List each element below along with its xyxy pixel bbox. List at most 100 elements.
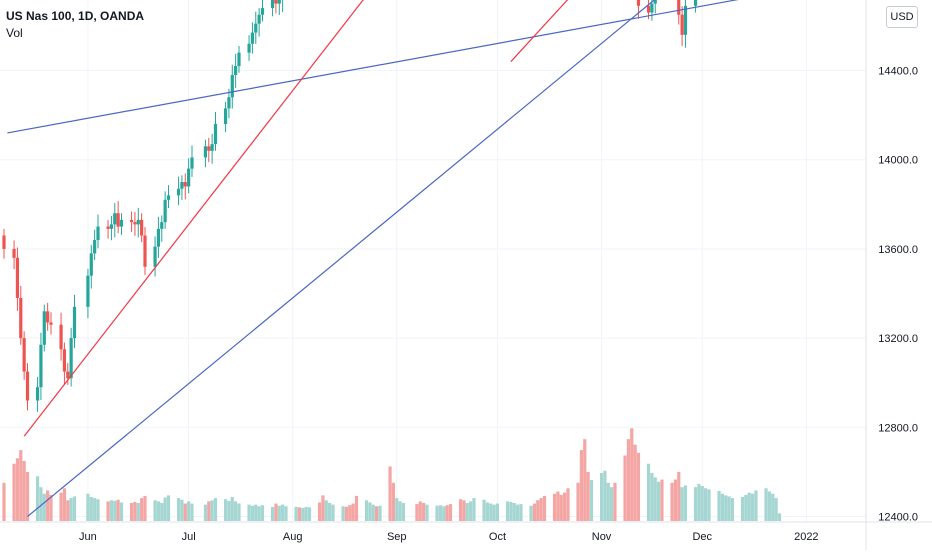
volume-bar: [133, 501, 137, 521]
candle-body: [187, 168, 191, 187]
volume-bar: [657, 481, 661, 521]
volume-bar: [683, 485, 688, 521]
volume-bar: [727, 496, 731, 521]
candle-body: [106, 226, 110, 229]
volume-bar: [680, 487, 684, 521]
candle-body: [636, 0, 641, 6]
candle-body: [260, 8, 265, 15]
candle-body: [66, 371, 70, 379]
price-tick-label: 12400.0: [878, 512, 918, 524]
time-tick-label: Jun: [79, 531, 97, 543]
price-tick-label: 13600.0: [878, 244, 918, 256]
volume-bar: [163, 497, 167, 521]
volume-bar: [418, 501, 422, 521]
volume-bar: [586, 471, 590, 521]
volume-bar: [260, 505, 265, 521]
candle-body: [183, 182, 187, 187]
volume-bar: [730, 498, 735, 521]
volume-bar: [767, 491, 771, 521]
volume-bar: [489, 503, 493, 521]
volume-bar: [351, 503, 355, 521]
volume-bar: [559, 494, 563, 521]
volume-bar: [136, 503, 140, 521]
currency-button[interactable]: USD: [886, 6, 918, 28]
volume-bar: [72, 496, 77, 521]
volume-bar: [331, 504, 335, 521]
volume-bar: [529, 505, 533, 521]
volume-bar: [764, 488, 768, 521]
candle-body: [69, 338, 73, 379]
volume-bar: [274, 503, 278, 521]
volume-bar: [378, 505, 382, 521]
volume-bar: [42, 493, 46, 521]
candle-body: [227, 97, 231, 109]
candle-body: [93, 239, 97, 254]
volume-bar: [25, 471, 30, 521]
volume-bar: [519, 504, 523, 521]
candle-body: [12, 248, 16, 258]
candle-body: [89, 253, 93, 276]
volume-bar: [469, 501, 473, 521]
candle-body: [35, 387, 40, 401]
volume-bar: [153, 500, 157, 521]
volume-bar: [771, 493, 775, 521]
volume-bar: [398, 501, 402, 521]
volume-bar: [563, 492, 567, 521]
volume-bar: [227, 500, 231, 521]
volume-label: Vol: [6, 26, 23, 40]
candle-body: [270, 0, 275, 9]
volume-bar: [368, 502, 372, 521]
volume-bar: [207, 501, 211, 521]
volume-bar: [119, 502, 124, 521]
volume-bar: [660, 479, 664, 521]
volume-bar: [603, 470, 607, 521]
volume-bar: [321, 495, 325, 521]
candle-body: [15, 257, 20, 298]
volume-bar: [610, 487, 614, 521]
volume-bar: [86, 493, 90, 521]
price-tick-label: 13200.0: [878, 333, 918, 345]
volume-bar: [22, 461, 26, 521]
price-tick-label: 14400.0: [878, 66, 918, 78]
volume-bar: [458, 499, 463, 521]
volume-bar: [348, 505, 352, 521]
volume-bar: [401, 503, 406, 521]
volume-bar: [583, 439, 587, 521]
candle-body: [203, 146, 208, 158]
candle-body: [2, 235, 6, 249]
volume-bar: [2, 482, 6, 521]
price-axis[interactable]: 12400.0 12800.0 13200.0 13600.0 14000.0 14400…: [878, 0, 918, 524]
volume-bar: [190, 503, 194, 521]
time-axis[interactable]: Jun Jul Aug Sep Oct Nov Dec 2022: [79, 531, 819, 543]
price-axis-background: [866, 0, 932, 522]
volume-bar: [556, 491, 560, 521]
volume-bar: [495, 503, 500, 521]
volume-bar: [297, 507, 302, 521]
volume-bar: [636, 452, 641, 521]
volume-bar: [180, 499, 184, 521]
volume-bar: [19, 450, 23, 521]
volume-bar: [69, 498, 73, 521]
volume-bar: [176, 498, 181, 521]
volume-bar: [472, 498, 476, 521]
volume-bar: [277, 505, 281, 521]
candle-body: [257, 14, 261, 24]
candle-body: [39, 344, 43, 388]
candle-body: [223, 108, 228, 125]
candle-body: [650, 3, 654, 13]
volume-bar: [482, 499, 486, 521]
volume-bar: [317, 502, 322, 521]
volume-bar: [304, 506, 308, 521]
volume-bar: [395, 498, 399, 521]
volume-bar: [62, 488, 67, 521]
candle-body: [677, 0, 681, 15]
trendlines: [7, 0, 739, 517]
volume-bar: [492, 504, 496, 521]
candle-body: [166, 195, 171, 200]
volume-bar: [183, 503, 187, 521]
candle-body: [156, 228, 161, 247]
volume-bar: [250, 505, 255, 521]
red-lower-channel-trendline: [510, 0, 569, 62]
